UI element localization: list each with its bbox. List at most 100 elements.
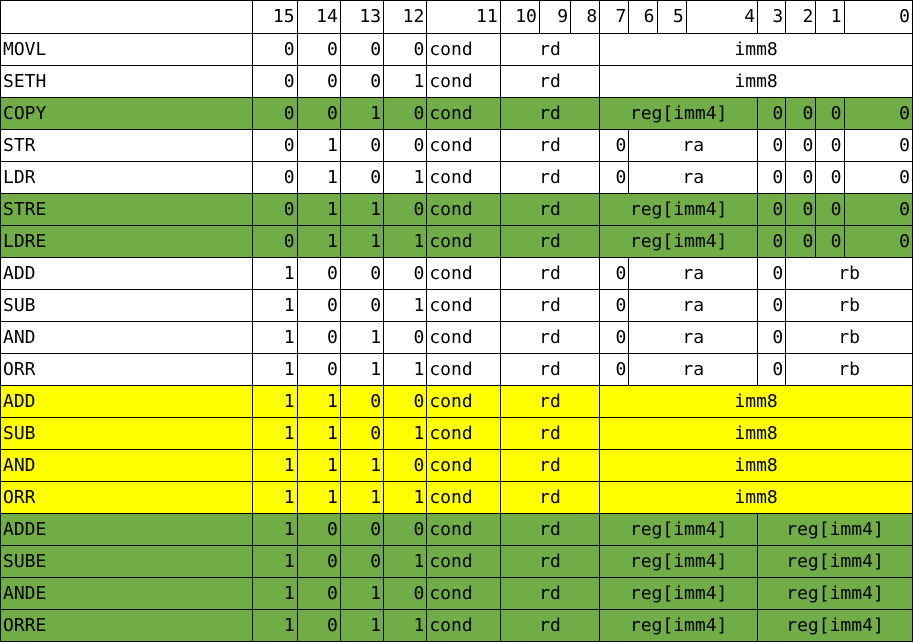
bit-14: 1 — [296, 193, 341, 226]
rb-field: rb — [785, 353, 913, 386]
ra-field: ra — [628, 161, 759, 194]
bit-12: 1 — [383, 65, 428, 98]
bit-header-3: 3 — [757, 0, 787, 34]
reg-imm4-field: reg[imm4] — [757, 577, 913, 610]
bit-2: 0 — [785, 129, 817, 162]
cond-field: cond — [426, 577, 501, 610]
bit-15: 1 — [252, 385, 298, 418]
bit-14: 1 — [296, 481, 341, 514]
mnemonic: SUBE — [0, 545, 254, 578]
rd-field: rd — [499, 65, 601, 98]
bit-7: 0 — [599, 129, 630, 162]
bit-12: 0 — [383, 321, 428, 354]
bit-15: 1 — [252, 353, 298, 386]
bit-12: 0 — [383, 449, 428, 482]
rd-field: rd — [499, 481, 601, 514]
bit-header-10: 10 — [499, 0, 540, 34]
bit-12: 1 — [383, 161, 428, 194]
rd-field: rd — [499, 353, 601, 386]
mnemonic: ORRE — [0, 609, 254, 642]
bit-2: 0 — [785, 225, 817, 258]
bit-1: 0 — [815, 193, 845, 226]
bit-13: 1 — [339, 321, 385, 354]
bit-1: 0 — [815, 161, 845, 194]
instruction-row: ORR 1 1 1 1 cond rd imm8 — [0, 481, 913, 514]
bit-15: 1 — [252, 513, 298, 546]
bit-15: 0 — [252, 97, 298, 130]
bit-13: 1 — [339, 97, 385, 130]
rd-field: rd — [499, 417, 601, 450]
bit-12: 0 — [383, 577, 428, 610]
rd-field: rd — [499, 33, 601, 66]
ra-field: ra — [628, 129, 759, 162]
cond-field: cond — [426, 449, 501, 482]
rb-field: rb — [785, 289, 913, 322]
bit-14: 0 — [296, 513, 341, 546]
instruction-row: SUBE 1 0 0 1 cond rd reg[imm4] reg[imm4] — [0, 545, 913, 578]
bit-13: 0 — [339, 385, 385, 418]
mnemonic: STR — [0, 129, 254, 162]
bit-15: 0 — [252, 65, 298, 98]
bit-14: 0 — [296, 353, 341, 386]
bit-2: 0 — [785, 97, 817, 130]
bit-0: 0 — [843, 97, 913, 130]
reg-imm4-field: reg[imm4] — [599, 513, 759, 546]
mnemonic: SUB — [0, 289, 254, 322]
bit-14: 0 — [296, 609, 341, 642]
cond-field: cond — [426, 385, 501, 418]
bit-3: 0 — [757, 321, 787, 354]
instruction-row: LDRE 0 1 1 1 cond rd reg[imm4] 0 0 0 0 — [0, 225, 913, 258]
bit-header-12: 12 — [383, 0, 428, 34]
bit-13: 0 — [339, 33, 385, 66]
reg-imm4-field: reg[imm4] — [599, 225, 759, 258]
bit-7: 0 — [599, 161, 630, 194]
bit-13: 0 — [339, 289, 385, 322]
cond-field: cond — [426, 321, 501, 354]
cond-field: cond — [426, 257, 501, 290]
instruction-row: COPY 0 0 1 0 cond rd reg[imm4] 0 0 0 0 — [0, 97, 913, 130]
mnemonic: ADD — [0, 385, 254, 418]
instruction-row: STR 0 1 0 0 cond rd 0 ra 0 0 0 0 — [0, 129, 913, 162]
rd-field: rd — [499, 161, 601, 194]
bit-3: 0 — [757, 353, 787, 386]
bit-15: 1 — [252, 577, 298, 610]
rb-field: rb — [785, 321, 913, 354]
bit-header-0: 0 — [843, 0, 913, 34]
bit-1: 0 — [815, 97, 845, 130]
bit-14: 1 — [296, 129, 341, 162]
mnemonic: LDRE — [0, 225, 254, 258]
mnemonic: COPY — [0, 97, 254, 130]
bit-header-11: 11 — [426, 0, 501, 34]
bit-13: 0 — [339, 545, 385, 578]
bit-12: 1 — [383, 417, 428, 450]
cond-field: cond — [426, 481, 501, 514]
rd-field: rd — [499, 449, 601, 482]
bit-3: 0 — [757, 193, 787, 226]
rd-field: rd — [499, 545, 601, 578]
instruction-row: ADD 1 1 0 0 cond rd imm8 — [0, 385, 913, 418]
bit-14: 1 — [296, 385, 341, 418]
bit-12: 0 — [383, 257, 428, 290]
rd-field: rd — [499, 513, 601, 546]
reg-imm4-field: reg[imm4] — [757, 513, 913, 546]
instruction-row: SUB 1 1 0 1 cond rd imm8 — [0, 417, 913, 450]
header-corner — [0, 0, 254, 34]
bit-3: 0 — [757, 289, 787, 322]
cond-field: cond — [426, 193, 501, 226]
cond-field: cond — [426, 65, 501, 98]
bit-7: 0 — [599, 289, 630, 322]
bit-15: 0 — [252, 193, 298, 226]
instruction-row: ADDE 1 0 0 0 cond rd reg[imm4] reg[imm4] — [0, 513, 913, 546]
bit-header-15: 15 — [252, 0, 298, 34]
bit-12: 1 — [383, 225, 428, 258]
cond-field: cond — [426, 161, 501, 194]
cond-field: cond — [426, 129, 501, 162]
imm8-field: imm8 — [599, 385, 913, 418]
bit-2: 0 — [785, 161, 817, 194]
mnemonic: ORR — [0, 481, 254, 514]
imm8-field: imm8 — [599, 449, 913, 482]
bit-7: 0 — [599, 321, 630, 354]
bit-13: 0 — [339, 417, 385, 450]
bit-header-row: 15 14 13 12 11 10 9 8 7 6 5 4 3 2 1 0 — [0, 0, 913, 34]
